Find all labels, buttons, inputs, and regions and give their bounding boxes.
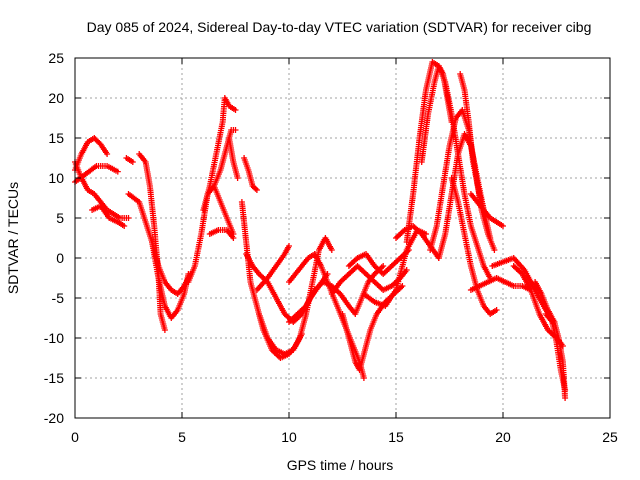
x-tick-label: 20 (495, 429, 511, 445)
series-track-30 (457, 71, 489, 221)
y-tick-label: -10 (44, 330, 64, 346)
series-track-31 (448, 175, 500, 317)
y-tick-label: 25 (48, 50, 64, 66)
data-point (149, 239, 192, 321)
series-track-13 (226, 135, 241, 181)
series-track-8 (149, 239, 192, 321)
data-point (448, 175, 500, 317)
series-track-37 (542, 311, 569, 393)
chart-title: Day 085 of 2024, Sidereal Day-to-day VTE… (87, 19, 592, 35)
series-track-33 (467, 275, 534, 293)
data-point (345, 247, 412, 277)
y-tick-label: 0 (56, 250, 64, 266)
y-tick-label: 20 (48, 90, 64, 106)
y-tick-label: 5 (56, 210, 64, 226)
plot-border (74, 57, 611, 419)
series-track-12 (206, 227, 237, 241)
series-track-23 (345, 247, 412, 277)
data-point (253, 243, 292, 293)
x-tick-label: 25 (602, 429, 618, 445)
data-point (206, 227, 237, 241)
series-track-27 (418, 63, 455, 165)
series-track-17 (253, 243, 292, 293)
x-tick-label: 15 (388, 429, 404, 445)
data-points (72, 59, 569, 401)
x-tick-label: 0 (71, 429, 79, 445)
series-track-32 (467, 191, 506, 229)
y-tick-label: 10 (48, 170, 64, 186)
x-tick-label: 5 (178, 429, 186, 445)
y-tick-label: -15 (44, 370, 64, 386)
data-point (467, 191, 506, 229)
y-axis-label: SDTVAR / TECUs (5, 182, 21, 294)
y-tick-label: -5 (52, 290, 65, 306)
series-track-10 (200, 95, 239, 213)
data-point (542, 311, 569, 393)
data-point (467, 275, 534, 293)
data-point (241, 155, 260, 193)
data-point (200, 95, 239, 213)
data-point (226, 135, 241, 181)
y-tick-label: -20 (44, 410, 64, 426)
data-point (89, 203, 128, 229)
series-track-5 (123, 155, 136, 165)
data-point (457, 71, 489, 221)
data-point (418, 63, 455, 165)
y-tick-label: 15 (48, 130, 64, 146)
x-axis-label: GPS time / hours (287, 457, 394, 473)
grid (75, 58, 610, 418)
axis-ticks: 0 5 10 15 20 25 -20 -15 -10 -5 0 5 10 15 20 25 (44, 50, 618, 445)
data-point (123, 155, 136, 165)
x-tick-label: 10 (281, 429, 297, 445)
series-track-4 (89, 203, 128, 229)
series-track-14 (241, 155, 260, 193)
